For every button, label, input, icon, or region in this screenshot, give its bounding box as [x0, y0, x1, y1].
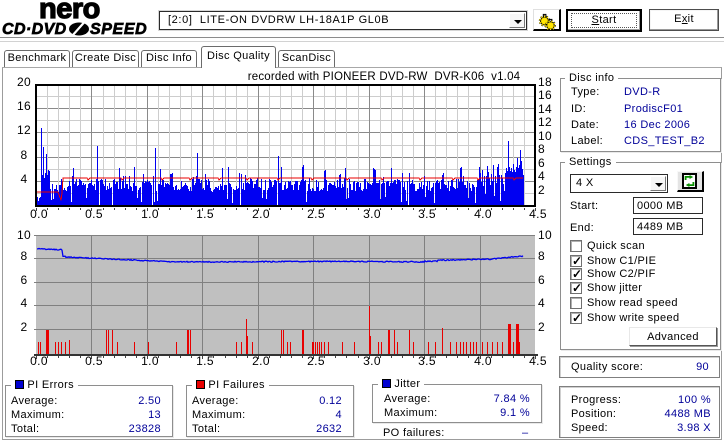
- svg-text:10: 10: [538, 228, 552, 242]
- svg-text:10: 10: [17, 228, 31, 242]
- svg-text:3.5: 3.5: [418, 354, 436, 368]
- svg-text:8: 8: [20, 249, 27, 263]
- svg-text:6: 6: [538, 156, 545, 170]
- svg-text:10: 10: [538, 129, 552, 143]
- svg-text:6: 6: [20, 273, 27, 287]
- svg-text:6: 6: [538, 273, 545, 287]
- svg-text:12: 12: [538, 115, 552, 129]
- svg-text:8: 8: [20, 148, 27, 162]
- svg-text:2: 2: [538, 183, 545, 197]
- svg-text:2: 2: [20, 320, 27, 334]
- svg-text:1.0: 1.0: [141, 354, 159, 368]
- svg-text:recorded with PIONEER DVD-RW: recorded with PIONEER DVD-RW DVR-K06 v1.…: [248, 71, 521, 83]
- svg-text:2.0: 2.0: [252, 207, 270, 221]
- svg-text:0.5: 0.5: [85, 354, 103, 368]
- svg-text:4.0: 4.0: [474, 207, 492, 221]
- svg-text:16: 16: [538, 88, 552, 102]
- svg-text:2.0: 2.0: [252, 354, 270, 368]
- svg-text:1.5: 1.5: [196, 354, 214, 368]
- svg-text:12: 12: [17, 123, 31, 137]
- svg-text:0.0: 0.0: [30, 354, 48, 368]
- svg-text:4.5: 4.5: [529, 207, 547, 221]
- svg-text:0.0: 0.0: [30, 207, 48, 221]
- svg-text:4: 4: [20, 296, 27, 310]
- svg-text:20: 20: [17, 75, 31, 89]
- svg-text:8: 8: [538, 142, 545, 156]
- svg-text:3.0: 3.0: [363, 354, 381, 368]
- svg-text:16: 16: [17, 99, 31, 113]
- svg-text:18: 18: [538, 75, 552, 89]
- svg-text:1.5: 1.5: [196, 207, 214, 221]
- svg-text:4: 4: [538, 296, 545, 310]
- svg-text:4: 4: [538, 169, 545, 183]
- svg-text:2.5: 2.5: [307, 354, 325, 368]
- svg-text:2.5: 2.5: [307, 207, 325, 221]
- svg-text:4.5: 4.5: [529, 354, 547, 368]
- svg-text:3.5: 3.5: [418, 207, 436, 221]
- svg-text:1.0: 1.0: [141, 207, 159, 221]
- svg-text:4.0: 4.0: [474, 354, 492, 368]
- svg-text:14: 14: [538, 102, 552, 116]
- svg-text:3.0: 3.0: [363, 207, 381, 221]
- svg-text:4: 4: [20, 172, 27, 186]
- svg-text:2: 2: [538, 320, 545, 334]
- svg-text:8: 8: [538, 249, 545, 263]
- svg-text:0.5: 0.5: [85, 207, 103, 221]
